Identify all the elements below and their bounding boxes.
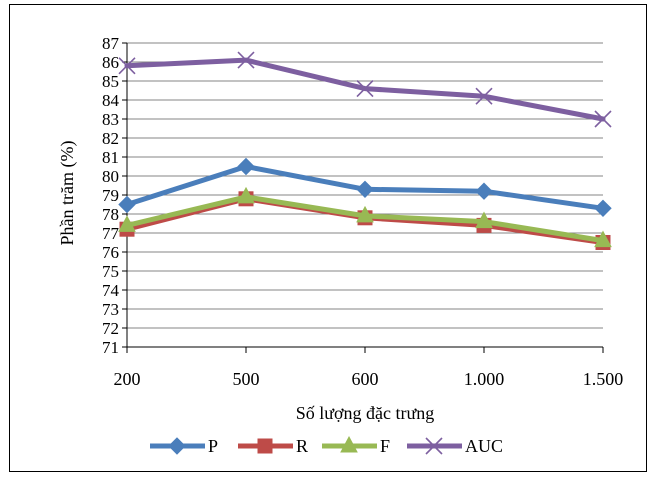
y-tick-label: 72 (102, 319, 119, 338)
series-p (118, 157, 612, 218)
legend-marker-f (340, 435, 358, 453)
y-axis-label: Phần trăm (%) (57, 141, 78, 246)
x-tick-labels: 200 500 600 1.000 1.500 (114, 369, 624, 389)
x-tick-label: 600 (352, 369, 379, 389)
x-tick-label: 200 (114, 369, 141, 389)
y-tick-label: 77 (102, 224, 120, 243)
axes (122, 42, 604, 353)
y-tick-label: 79 (102, 186, 119, 205)
series (118, 51, 612, 250)
x-tick-label: 1.500 (583, 369, 624, 389)
legend-item-p: P (150, 436, 218, 456)
legend-item-r: R (238, 436, 308, 456)
legend-label-p: P (208, 436, 218, 456)
data-point-auc (475, 87, 493, 105)
y-tick-label: 74 (102, 281, 120, 300)
x-tick-label: 1.000 (464, 369, 505, 389)
y-tick-label: 87 (102, 34, 120, 53)
data-point-p (237, 157, 255, 176)
legend-item-f: F (322, 435, 390, 456)
data-point-auc (594, 110, 612, 128)
data-point-auc (237, 51, 255, 69)
legend-marker-p (168, 437, 186, 455)
series-f (118, 186, 612, 248)
data-point-p (475, 182, 493, 200)
data-point-auc (356, 80, 374, 98)
y-tick-label: 85 (102, 72, 119, 91)
y-tick-label: 71 (102, 338, 119, 357)
y-tick-label: 76 (102, 243, 119, 262)
legend-label-auc: AUC (465, 436, 503, 456)
y-tick-label: 75 (102, 262, 119, 281)
series-auc (118, 51, 612, 128)
y-tick-label: 82 (102, 129, 119, 148)
data-point-f (237, 186, 255, 204)
legend-label-r: R (296, 436, 308, 456)
y-tick-label: 78 (102, 205, 119, 224)
data-point-p (594, 199, 612, 218)
data-point-f (594, 230, 612, 248)
data-point-auc (118, 57, 136, 75)
x-axis-label: Số lượng đặc trưng (296, 403, 435, 423)
legend-item-auc: AUC (407, 436, 503, 456)
y-tick-label: 73 (102, 300, 119, 319)
data-point-p (356, 180, 374, 199)
y-tick-label: 86 (102, 53, 119, 72)
y-tick-label: 81 (102, 148, 119, 167)
data-point-f (475, 211, 493, 229)
y-tick-label: 83 (102, 110, 119, 129)
x-tick-label: 500 (233, 369, 260, 389)
legend-marker-r (257, 438, 273, 454)
data-point-f (356, 205, 374, 223)
data-point-f (118, 215, 136, 232)
legend-label-f: F (380, 436, 390, 456)
legend: P R F AUC (150, 435, 503, 456)
legend-marker-auc (425, 437, 443, 455)
y-tick-label: 84 (102, 91, 120, 110)
y-tick-label: 80 (102, 167, 119, 186)
data-point-p (118, 195, 136, 214)
